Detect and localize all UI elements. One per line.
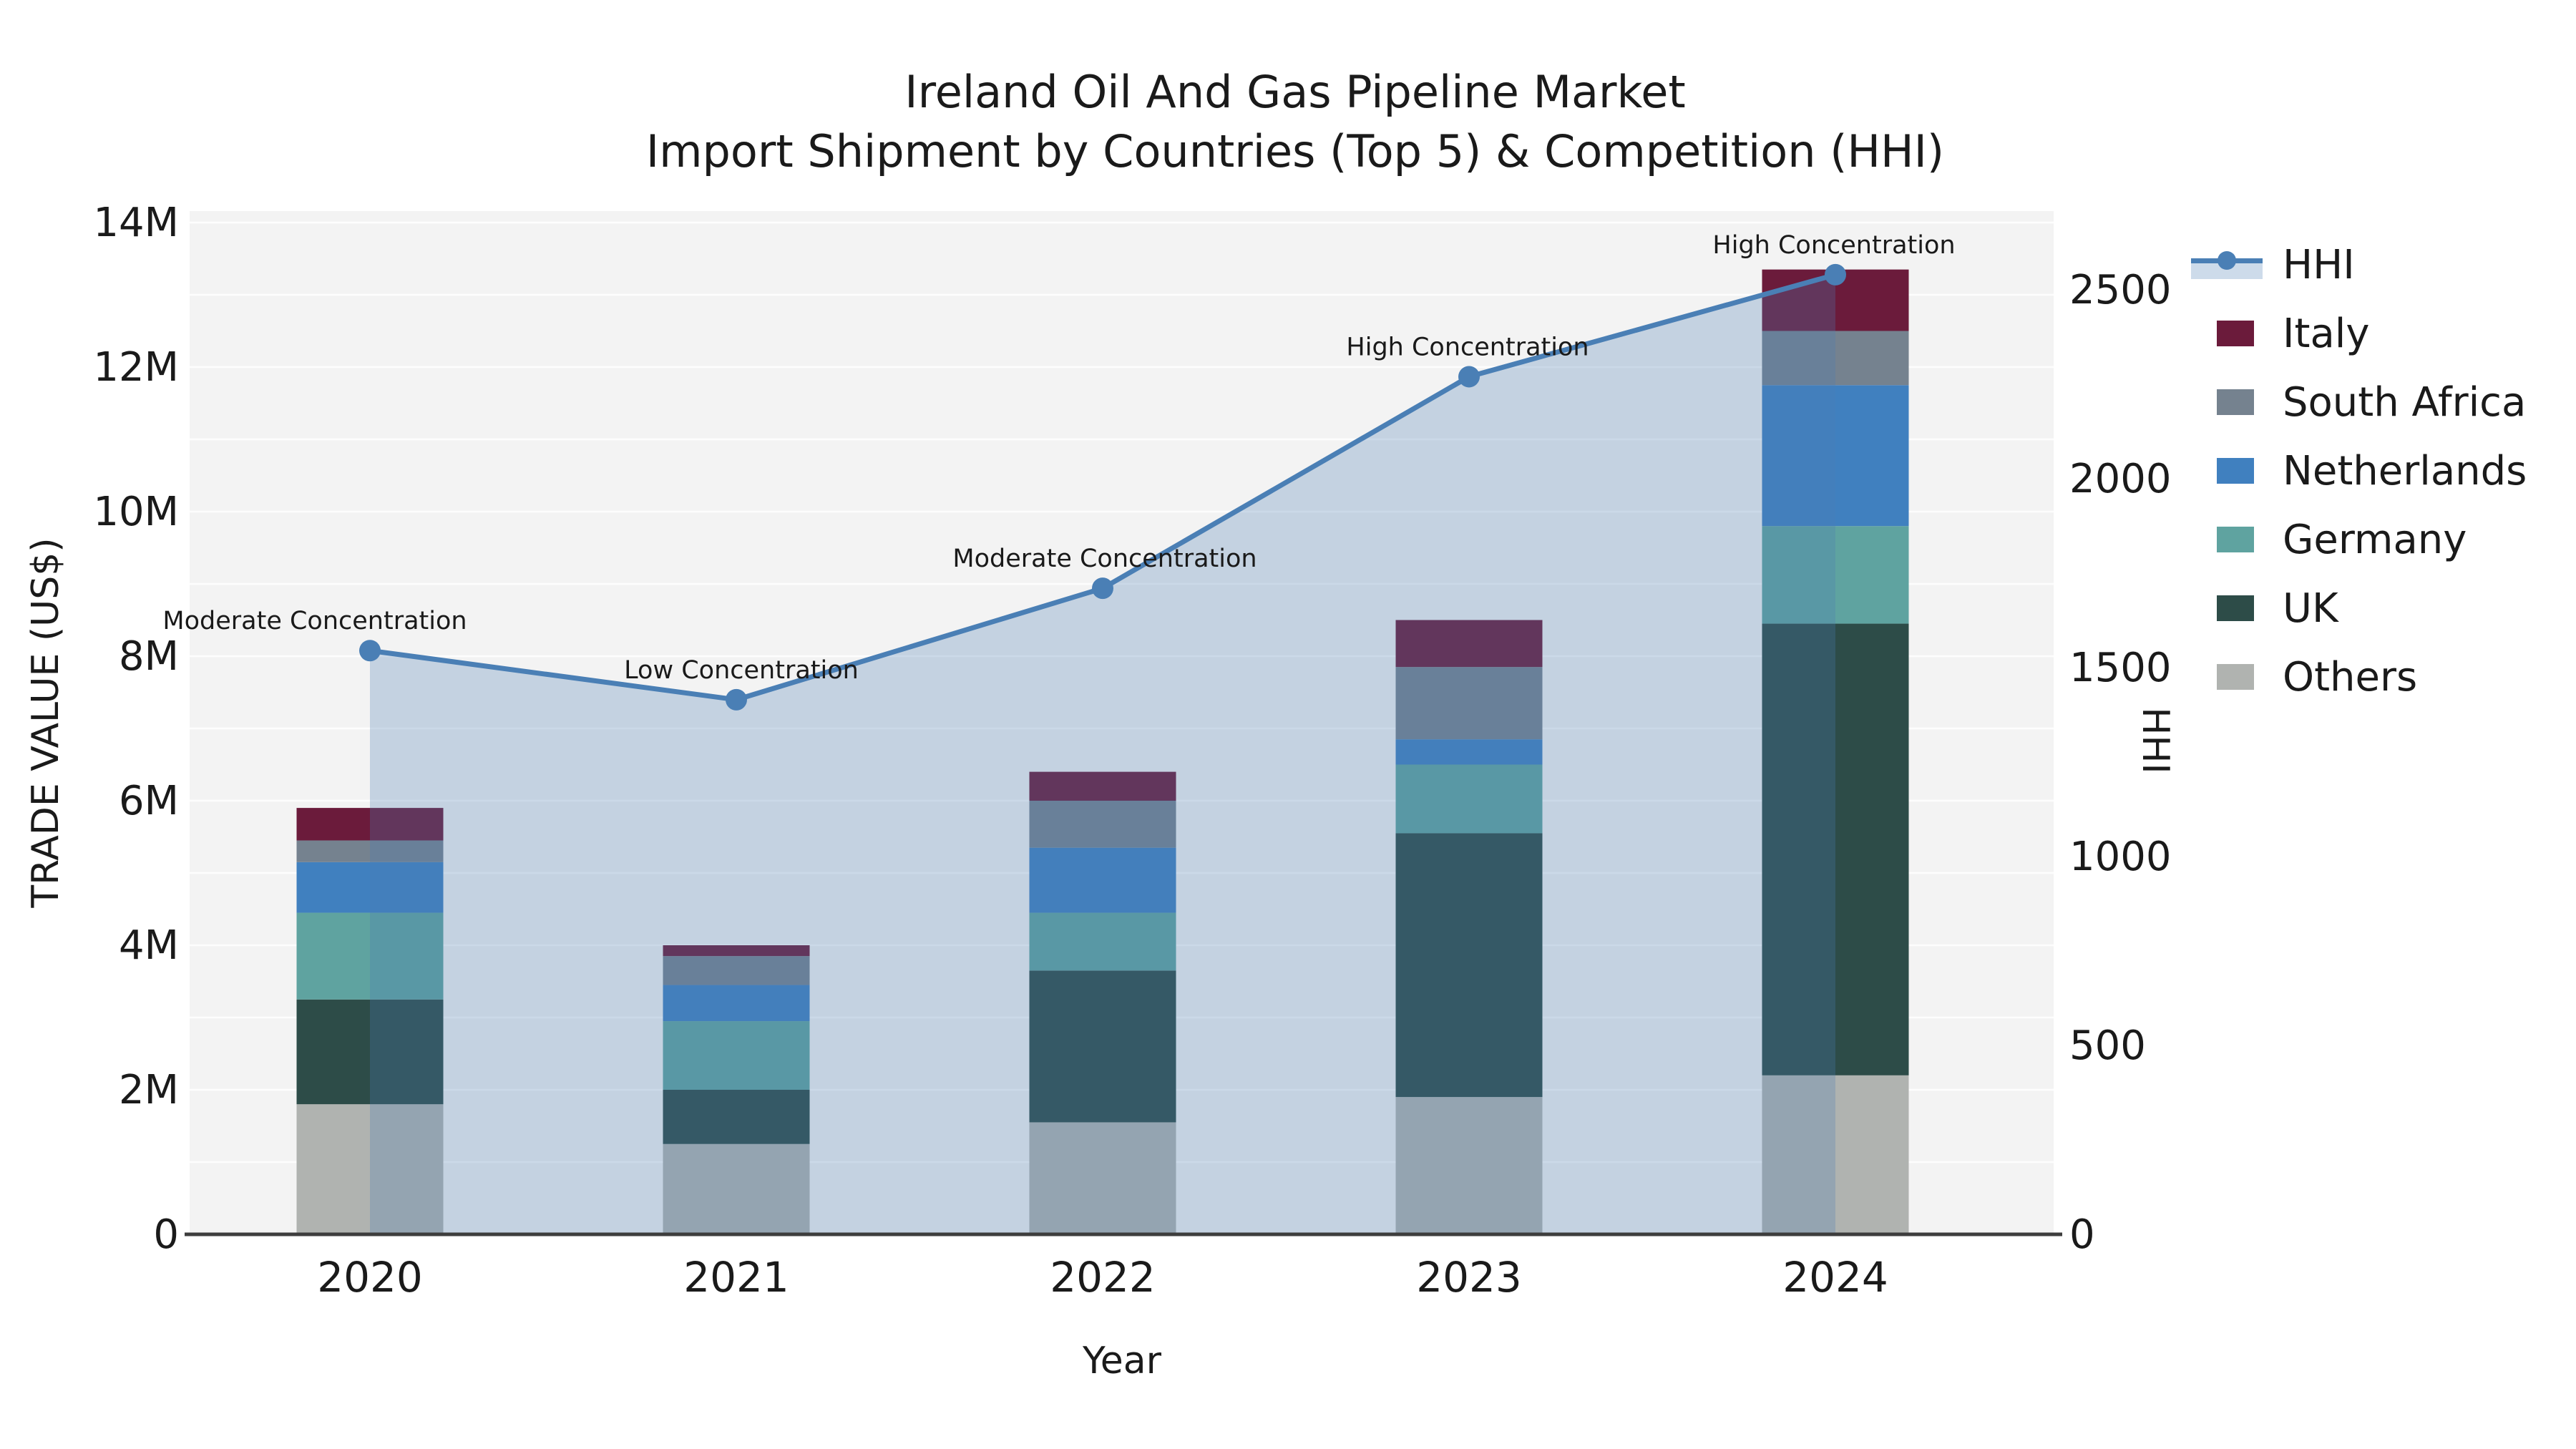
bar-segment-netherlands-2024 (1762, 385, 1909, 527)
bar-segment-netherlands-2021 (663, 985, 810, 1022)
legend-item-netherlands: Netherlands (2191, 436, 2527, 505)
legend-label: Netherlands (2283, 447, 2527, 494)
annotation-2024: High Concentration (1712, 231, 1955, 260)
bar-segment-south-africa-2022 (1029, 801, 1176, 848)
legend-item-south-africa: South Africa (2191, 368, 2527, 436)
bar-segment-italy-2021 (663, 945, 810, 957)
x-axis-tick-label: 2022 (1050, 1253, 1156, 1302)
bar-segment-south-africa-2023 (1395, 667, 1543, 740)
bar-segment-others-2022 (1029, 1122, 1176, 1234)
bar-segment-south-africa-2021 (663, 956, 810, 985)
bar-segment-germany-2022 (1029, 912, 1176, 971)
legend-label: Italy (2283, 310, 2370, 357)
legend-label: Germany (2283, 516, 2467, 563)
legend-swatch-icon (2217, 664, 2254, 690)
bar-segment-south-africa-2020 (296, 840, 444, 862)
bar-segment-others-2024 (1762, 1075, 1909, 1234)
bar-segment-south-africa-2024 (1762, 331, 1909, 386)
left-axis-tick-label: 4M (119, 922, 179, 969)
annotation-2020: Moderate Concentration (162, 607, 467, 635)
chart-title-line1: Ireland Oil And Gas Pipeline Market (904, 66, 1686, 118)
left-axis-tick-label: 0 (153, 1211, 179, 1258)
legend-label: UK (2283, 585, 2338, 632)
legend-swatch-icon (2217, 321, 2254, 346)
x-axis-tick-label: 2020 (317, 1253, 423, 1302)
legend-swatch-icon (2217, 595, 2254, 621)
legend-swatch-icon (2217, 389, 2254, 415)
x-axis-tick-label: 2021 (683, 1253, 789, 1302)
hhi-marker-2021 (726, 688, 747, 711)
hhi-marker-2022 (1092, 577, 1113, 600)
bar-segment-others-2020 (296, 1104, 444, 1234)
bar-segment-uk-2021 (663, 1090, 810, 1144)
legend-item-uk: UK (2191, 574, 2527, 643)
bar-segment-italy-2023 (1395, 620, 1543, 668)
annotation-2021: Low Concentration (624, 656, 859, 685)
left-axis-title: TRADE VALUE (US$) (24, 537, 67, 908)
bar-segment-netherlands-2022 (1029, 847, 1176, 913)
left-axis-tick-label: 10M (93, 489, 179, 535)
bar-segment-uk-2024 (1762, 623, 1909, 1075)
legend-item-hhi: HHI (2191, 230, 2527, 299)
hhi-marker-2020 (359, 640, 381, 662)
x-axis-title: Year (1082, 1340, 1162, 1382)
bar-segment-germany-2020 (296, 912, 444, 1000)
legend-item-germany: Germany (2191, 505, 2527, 574)
right-axis-tick-label: 1500 (2069, 645, 2172, 691)
hhi-line-swatch-icon (2191, 250, 2263, 279)
bar-segment-netherlands-2020 (296, 862, 444, 913)
chart-title-line2: Import Shipment by Countries (Top 5) & C… (645, 125, 1945, 177)
legend-item-italy: Italy (2191, 299, 2527, 368)
bar-segment-others-2023 (1395, 1097, 1543, 1234)
legend-label: HHI (2283, 241, 2355, 288)
bar-segment-germany-2023 (1395, 764, 1543, 834)
x-axis-tick-label: 2024 (1782, 1253, 1888, 1302)
bar-segment-italy-2020 (296, 808, 444, 841)
annotation-2023: High Concentration (1346, 333, 1589, 361)
annotation-2022: Moderate Concentration (952, 545, 1257, 573)
right-axis-title: HHI (2134, 707, 2177, 774)
right-axis-tick-label: 0 (2069, 1211, 2095, 1258)
left-axis-tick-label: 2M (119, 1067, 179, 1113)
legend-swatch-icon (2217, 458, 2254, 484)
bar-segment-uk-2023 (1395, 833, 1543, 1098)
hhi-marker-2023 (1458, 366, 1480, 388)
legend-label: South Africa (2283, 379, 2527, 426)
bar-segment-netherlands-2023 (1395, 739, 1543, 765)
right-axis-tick-label: 1000 (2069, 834, 2172, 880)
bar-segment-italy-2022 (1029, 771, 1176, 801)
bar-segment-germany-2021 (663, 1021, 810, 1090)
bar-segment-germany-2024 (1762, 526, 1909, 624)
left-axis-tick-label: 12M (93, 344, 179, 391)
legend: HHI Italy South Africa Netherlands Germany UK… (2191, 230, 2527, 711)
legend-item-others: Others (2191, 643, 2527, 711)
hhi-marker-2024 (1825, 263, 1846, 286)
hhi-area (370, 274, 1835, 1234)
bar-segment-uk-2022 (1029, 970, 1176, 1123)
left-axis-tick-label: 6M (119, 778, 179, 824)
left-axis-tick-label: 14M (93, 200, 179, 246)
legend-label: Others (2283, 653, 2418, 701)
bar-segment-uk-2020 (296, 999, 444, 1105)
right-axis-tick-label: 500 (2069, 1023, 2146, 1069)
left-axis-tick-label: 8M (119, 633, 179, 680)
right-axis-tick-label: 2000 (2069, 456, 2172, 502)
bar-segment-others-2021 (663, 1143, 810, 1234)
right-axis-tick-label: 2500 (2069, 267, 2172, 313)
legend-swatch-icon (2217, 527, 2254, 552)
x-axis-tick-label: 2023 (1416, 1253, 1522, 1302)
